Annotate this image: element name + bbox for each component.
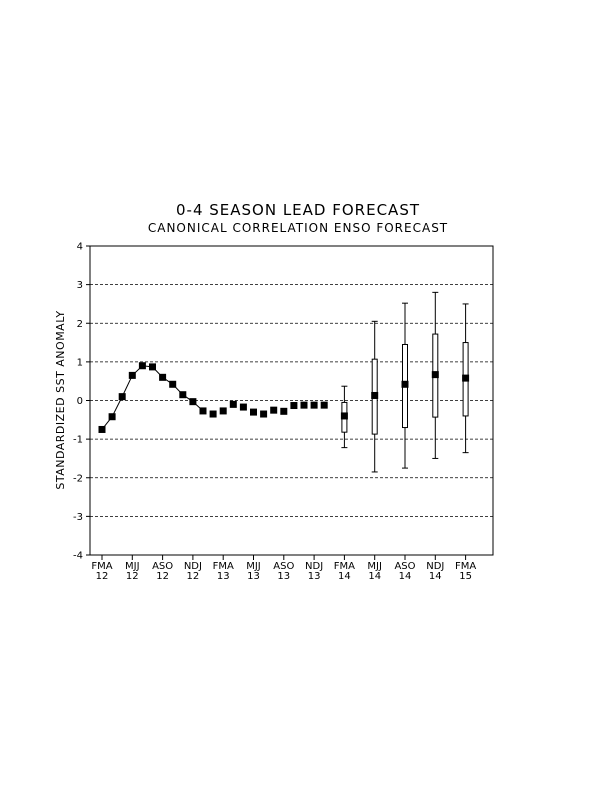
observed-point [189,398,197,406]
x-tick-season: FMA [455,561,476,572]
observed-point [320,401,328,409]
observed-point [159,373,167,381]
x-tick-season: NDJ [184,561,202,572]
observed-point [260,410,268,418]
x-tick-season: MJJ [125,561,140,572]
x-tick-season: FMA [213,561,234,572]
forecast-boxplot [340,385,348,449]
forecast-series [340,291,470,473]
x-axis: FMA12MJJ12ASO12NDJ12FMA13MJJ13ASO13NDJ13… [91,555,476,582]
observed-point [290,402,298,410]
observed-point [128,371,136,379]
x-tick-season: MJJ [246,561,261,572]
observed-point [239,403,247,411]
observed-point [219,407,227,415]
observed-point [138,362,146,370]
chart-title: 0-4 SEASON LEAD FORECAST [176,201,420,219]
y-axis: -4 -3 -2 -1 0 1 2 3 4 [73,242,90,562]
y-tick-label: -3 [73,512,83,523]
forecast-median-point [340,412,348,420]
observed-point [300,401,308,409]
observed-point [310,401,318,409]
observed-point [209,410,217,418]
y-axis-label: STANDARDIZED SST ANOMALY [54,310,67,489]
x-tick-year: 14 [429,571,442,582]
y-tick-label: -4 [73,551,83,562]
observed-point [250,408,257,416]
y-tick-label: -2 [73,473,83,484]
observed-point [280,407,288,415]
observed-series [98,362,328,433]
x-tick-year: 13 [217,571,230,582]
x-tick-year: 13 [308,571,321,582]
forecast-median-point [371,391,379,399]
observed-point [98,425,106,433]
x-tick-year: 15 [459,571,472,582]
y-tick-label: 1 [77,357,83,368]
x-tick-year: 12 [187,571,200,582]
observed-point [179,391,187,399]
y-tick-label: 0 [77,396,83,407]
x-tick-year: 12 [96,571,109,582]
forecast-boxplot [401,302,409,469]
y-tick-label: 2 [77,319,83,330]
forecast-median-point [431,371,439,379]
x-tick-season: ASO [273,561,294,572]
observed-point [229,400,237,408]
x-tick-year: 13 [277,571,290,582]
x-tick-year: 13 [247,571,260,582]
observed-point [199,407,207,415]
chart-subtitle: CANONICAL CORRELATION ENSO FORECAST [148,221,448,235]
x-tick-season: NDJ [426,561,444,572]
x-tick-season: FMA [91,561,112,572]
x-tick-year: 14 [368,571,381,582]
observed-point [118,393,126,401]
x-tick-year: 14 [399,571,412,582]
forecast-median-point [462,374,470,382]
x-tick-season: ASO [394,561,415,572]
grid-lines [90,284,493,517]
observed-point [270,406,278,414]
forecast-boxplot [371,320,379,473]
y-tick-label: 4 [77,242,83,253]
x-tick-season: FMA [334,561,355,572]
x-tick-season: MJJ [367,561,382,572]
forecast-boxplot [431,291,439,459]
observed-line [101,365,204,430]
y-tick-label: 3 [77,280,83,291]
forecast-median-point [401,380,409,388]
forecast-boxplot [462,303,470,454]
x-tick-year: 14 [338,571,351,582]
x-tick-year: 12 [156,571,169,582]
observed-point [108,413,116,421]
observed-point [149,363,156,371]
y-tick-label: -1 [73,435,83,446]
x-tick-season: NDJ [305,561,323,572]
observed-point [169,380,177,388]
x-tick-season: ASO [152,561,173,572]
x-tick-year: 12 [126,571,139,582]
